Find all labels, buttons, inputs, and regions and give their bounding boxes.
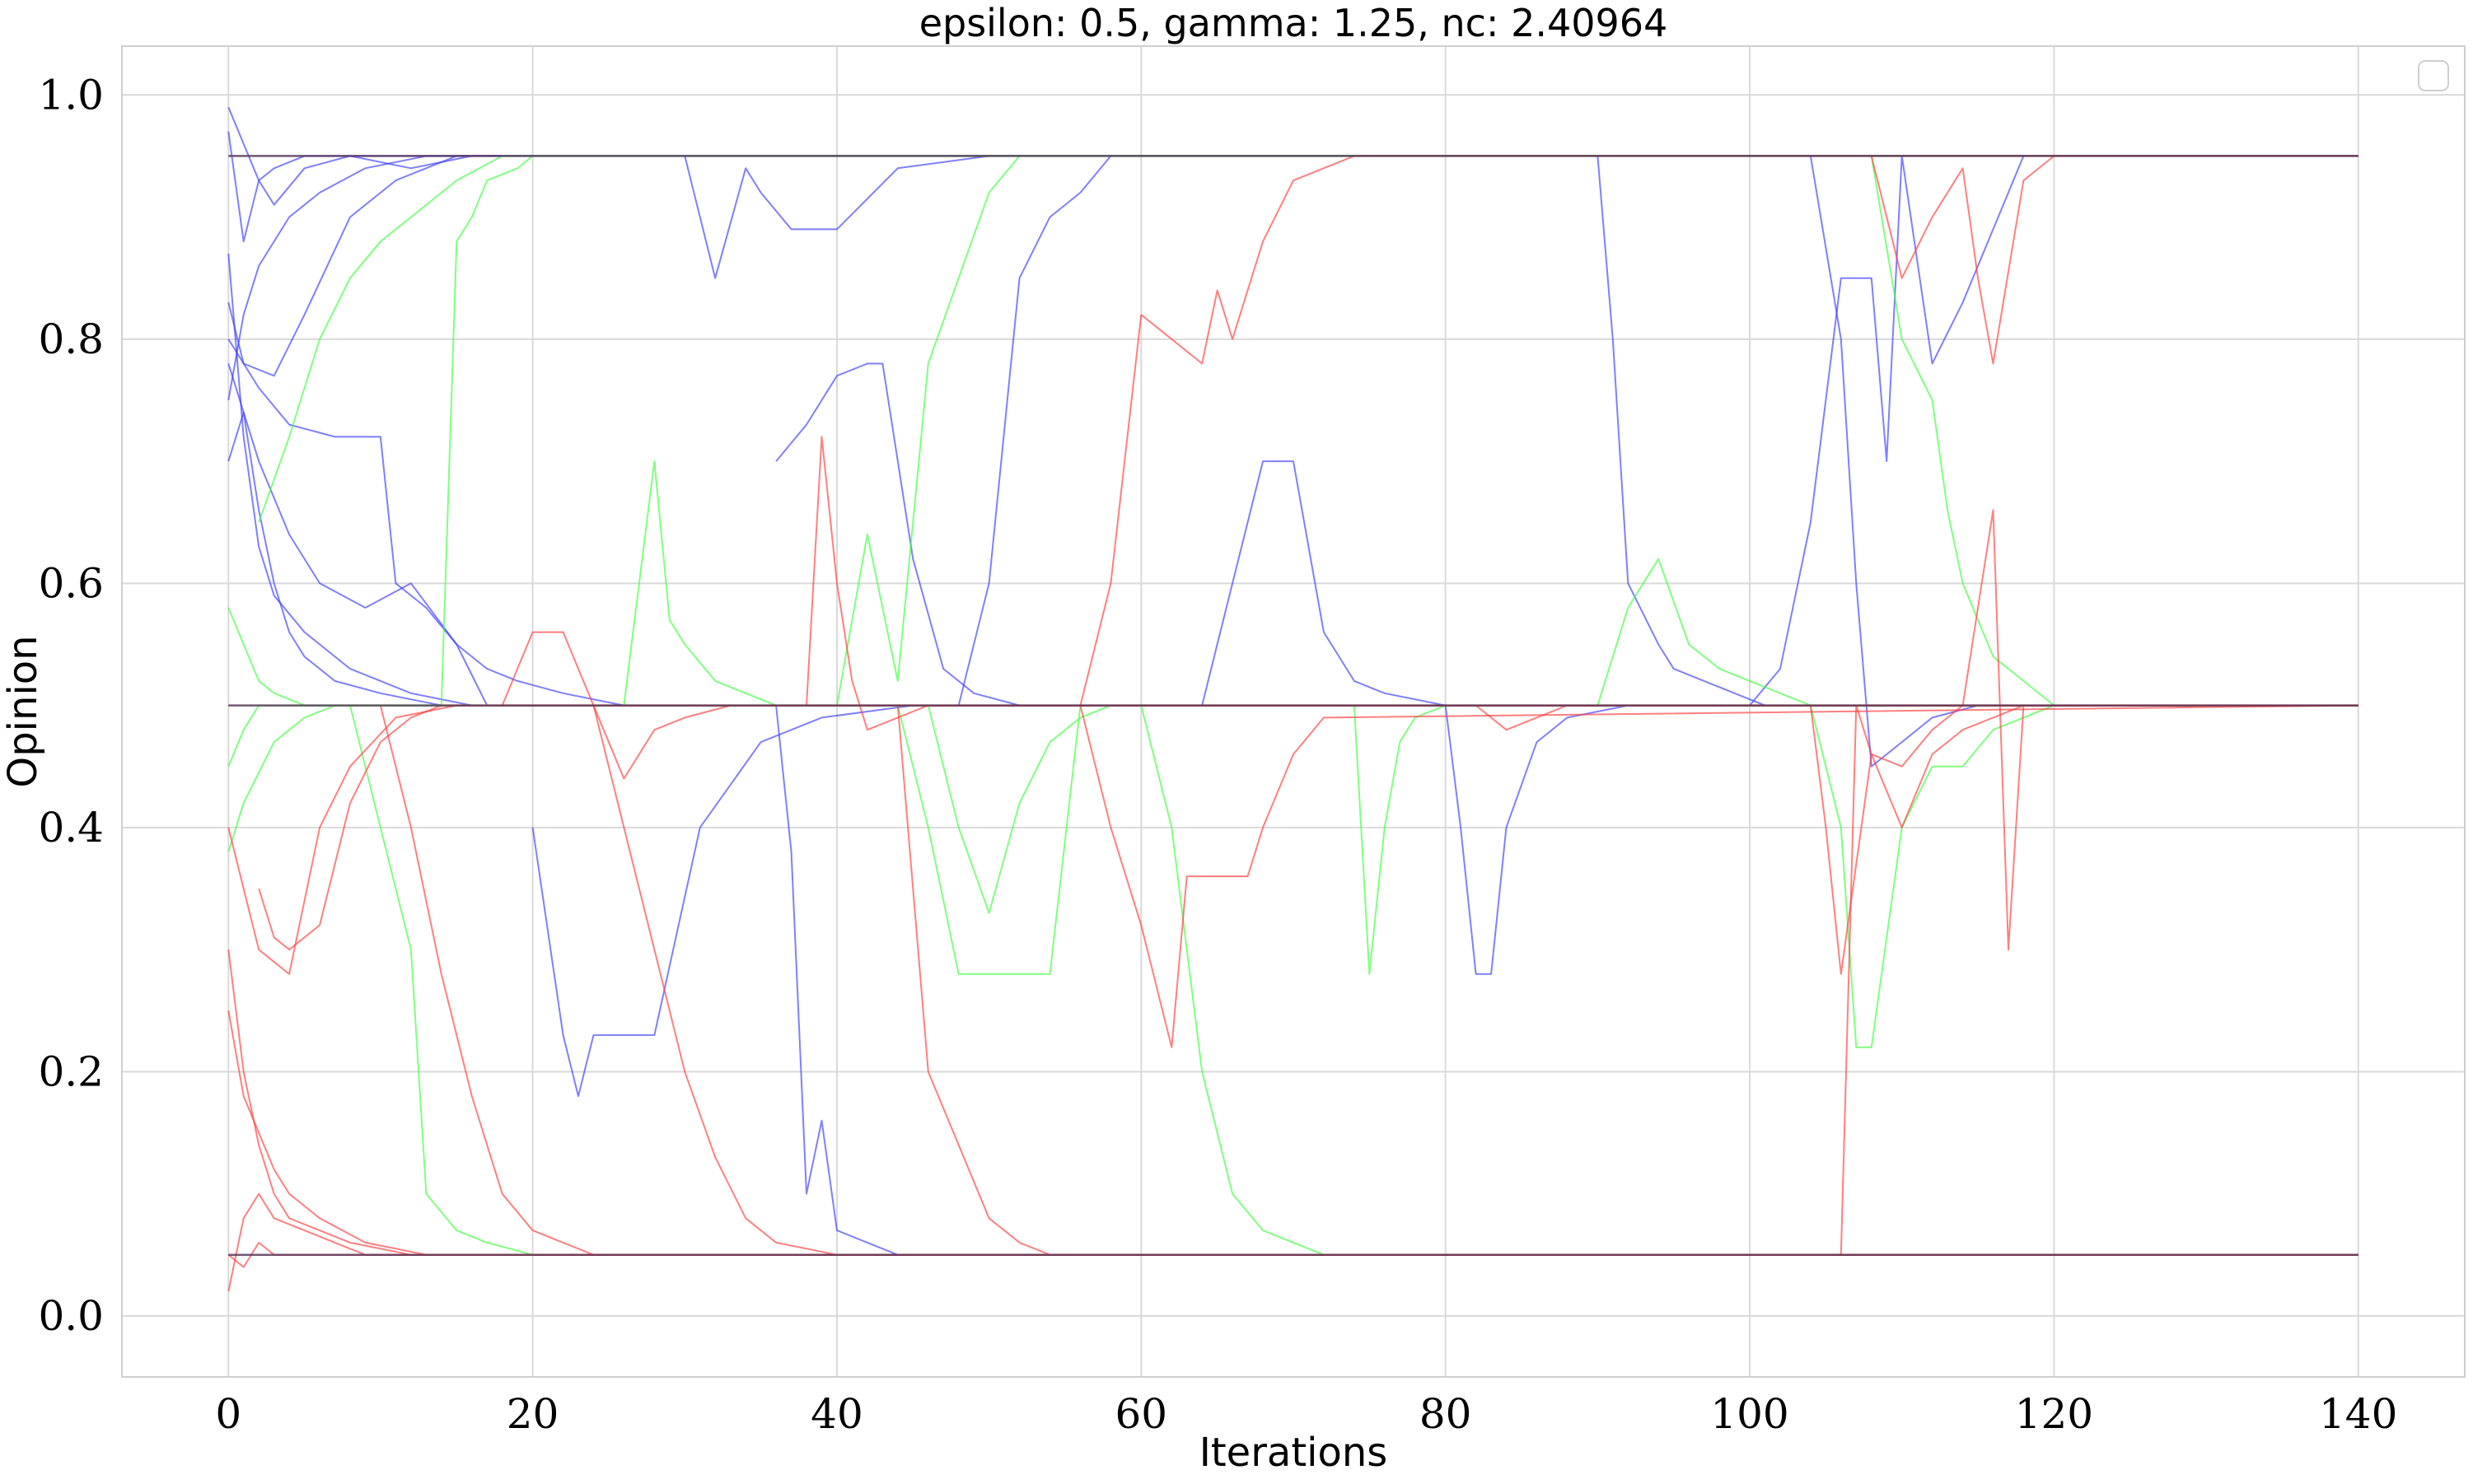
series-line-blue (531, 704, 2358, 1097)
series-line-red (1079, 704, 2358, 1048)
chart-title: epsilon: 0.5, gamma: 1.25, nc: 2.40964 (919, 1, 1668, 45)
series-line-green (1870, 156, 2358, 707)
x-tick-label: 60 (1115, 1390, 1168, 1438)
series-line-green (1596, 558, 2358, 707)
series-line-blue (227, 155, 2358, 377)
series-line-green (227, 607, 2358, 707)
series-line-red (896, 705, 2358, 1256)
series-line-green (349, 705, 2358, 1256)
series-line-green (896, 704, 2358, 975)
series-line-blue (227, 131, 2358, 243)
series-line-green (836, 155, 2358, 706)
series-line-red (1870, 155, 2358, 365)
x-tick-label: 120 (2015, 1390, 2093, 1438)
legend-box (2418, 60, 2449, 91)
series-line-blue (957, 155, 2358, 706)
series-line-blue (227, 338, 2358, 707)
series-line-blue (684, 155, 2358, 279)
series-line-red (1079, 155, 2358, 706)
series-line-green (227, 704, 2358, 768)
y-axis-label: Opinion (0, 635, 46, 787)
grid (122, 46, 2465, 1377)
series-line-red (227, 704, 2358, 975)
series-line-green (927, 704, 2358, 914)
series-line-red (227, 949, 2358, 1256)
x-tick-label: 0 (215, 1390, 241, 1438)
series-line-blue (775, 362, 2358, 707)
series-line-blue (1444, 704, 2358, 975)
plot-frame (121, 45, 2466, 1378)
series-line-blue (1596, 156, 2358, 707)
series-line-blue (227, 411, 2358, 707)
series-line-red (501, 631, 2358, 780)
series-line-blue (1809, 156, 2358, 768)
series-line-red (379, 705, 2358, 1256)
series-line-blue (1201, 460, 2358, 707)
series-line-red (592, 705, 2358, 1256)
y-tick-label: 0.4 (38, 804, 104, 852)
y-tick-label: 0.2 (38, 1048, 104, 1095)
series-line-red (1840, 509, 2358, 1255)
series-line-green (227, 704, 2358, 852)
tick-labels: 0 20 40 60 80 100 120 140 0.0 0.2 0.4 0.6 0.8 1.0 (38, 71, 2397, 1438)
series-line-blue (227, 106, 2358, 182)
series-line-red (1809, 704, 2358, 975)
y-tick-label: 0.6 (38, 559, 104, 607)
x-tick-label: 80 (1419, 1390, 1472, 1438)
series-line-green (1809, 704, 2358, 1048)
series-group (227, 106, 2358, 1292)
y-tick-label: 1.0 (38, 71, 104, 119)
x-tick-label: 40 (811, 1390, 863, 1438)
x-tick-label: 140 (2319, 1390, 2397, 1438)
series-line-blue (227, 363, 2358, 707)
series-line-green (440, 155, 2358, 706)
x-tick-label: 20 (507, 1390, 559, 1438)
y-tick-label: 0.8 (38, 315, 104, 363)
series-line-red (227, 1010, 2358, 1256)
x-axis-label: Iterations (1199, 1430, 1388, 1476)
series-line-green (1140, 705, 2358, 1256)
y-tick-label: 0.0 (38, 1292, 104, 1340)
series-line-blue (227, 253, 2358, 707)
series-line-blue (775, 705, 2358, 1256)
series-line-blue (227, 155, 2358, 401)
x-tick-label: 100 (1710, 1390, 1788, 1438)
